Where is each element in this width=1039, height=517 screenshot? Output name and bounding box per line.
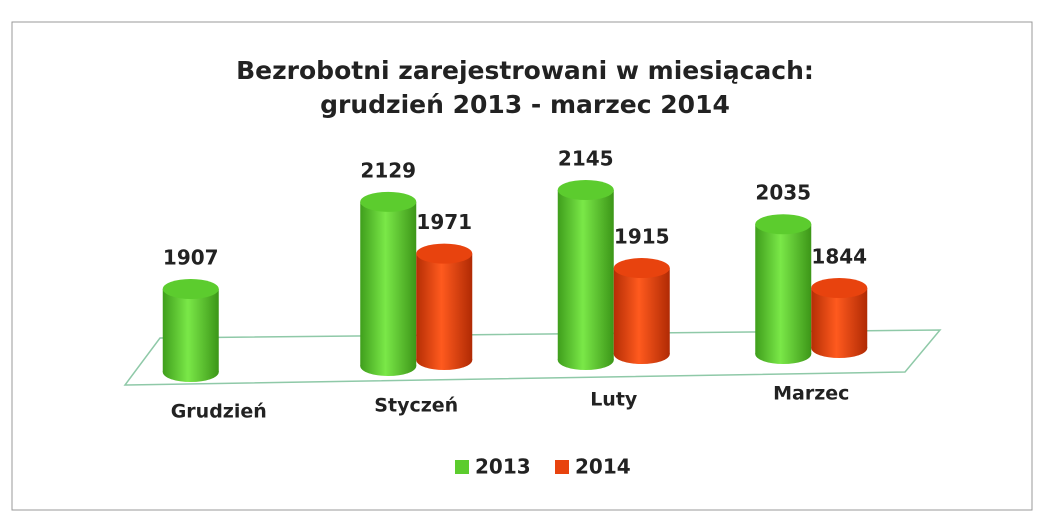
cylinder-body [360, 201, 417, 366]
x-tick-label: Luty [590, 389, 638, 411]
chart-title: grudzień 2013 - marzec 2014 [320, 90, 730, 119]
cylinder-bottom [811, 338, 868, 358]
bar [416, 243, 473, 370]
data-label: 1844 [811, 245, 867, 269]
bar [811, 278, 868, 358]
legend-label: 2013 [475, 455, 531, 479]
legend-swatch [555, 460, 569, 474]
data-label: 1971 [416, 210, 472, 234]
bar [360, 191, 417, 376]
cylinder-bottom [162, 362, 219, 382]
x-tick-label: Marzec [773, 383, 849, 405]
bar [755, 214, 812, 364]
cylinder-body [755, 224, 812, 354]
bar [613, 258, 670, 364]
legend-swatch [455, 460, 469, 474]
cylinder-bottom [755, 344, 812, 364]
cylinder-top [811, 278, 868, 298]
cylinder-body [416, 253, 473, 360]
data-label: 1907 [163, 245, 219, 269]
cylinder-top [613, 258, 670, 279]
data-label: 2145 [558, 147, 614, 171]
cylinder-top [416, 243, 473, 264]
chart-title: Bezrobotni zarejestrowani w miesiącach: [236, 56, 814, 85]
cylinder-top [360, 191, 417, 212]
cylinder-top [557, 180, 614, 200]
cylinder-top [162, 278, 219, 299]
cylinder-body [557, 190, 614, 360]
data-label: 2129 [360, 158, 416, 182]
x-tick-label: Styczeń [374, 395, 458, 417]
bar [162, 278, 219, 382]
cylinder-bottom [360, 356, 417, 376]
cylinder-body [613, 268, 670, 354]
cylinder-bottom [416, 350, 473, 370]
bar [557, 180, 614, 370]
data-label: 2035 [755, 181, 811, 205]
x-tick-label: Grudzień [171, 401, 267, 423]
cylinder-bottom [613, 344, 670, 364]
cylinder-top [755, 214, 812, 235]
chart-frame [11, 21, 1033, 511]
floor [123, 329, 942, 386]
cylinder-body [162, 288, 219, 372]
legend-label: 2014 [575, 455, 631, 479]
cylinder-bottom [557, 350, 614, 370]
data-label: 1915 [614, 225, 670, 249]
